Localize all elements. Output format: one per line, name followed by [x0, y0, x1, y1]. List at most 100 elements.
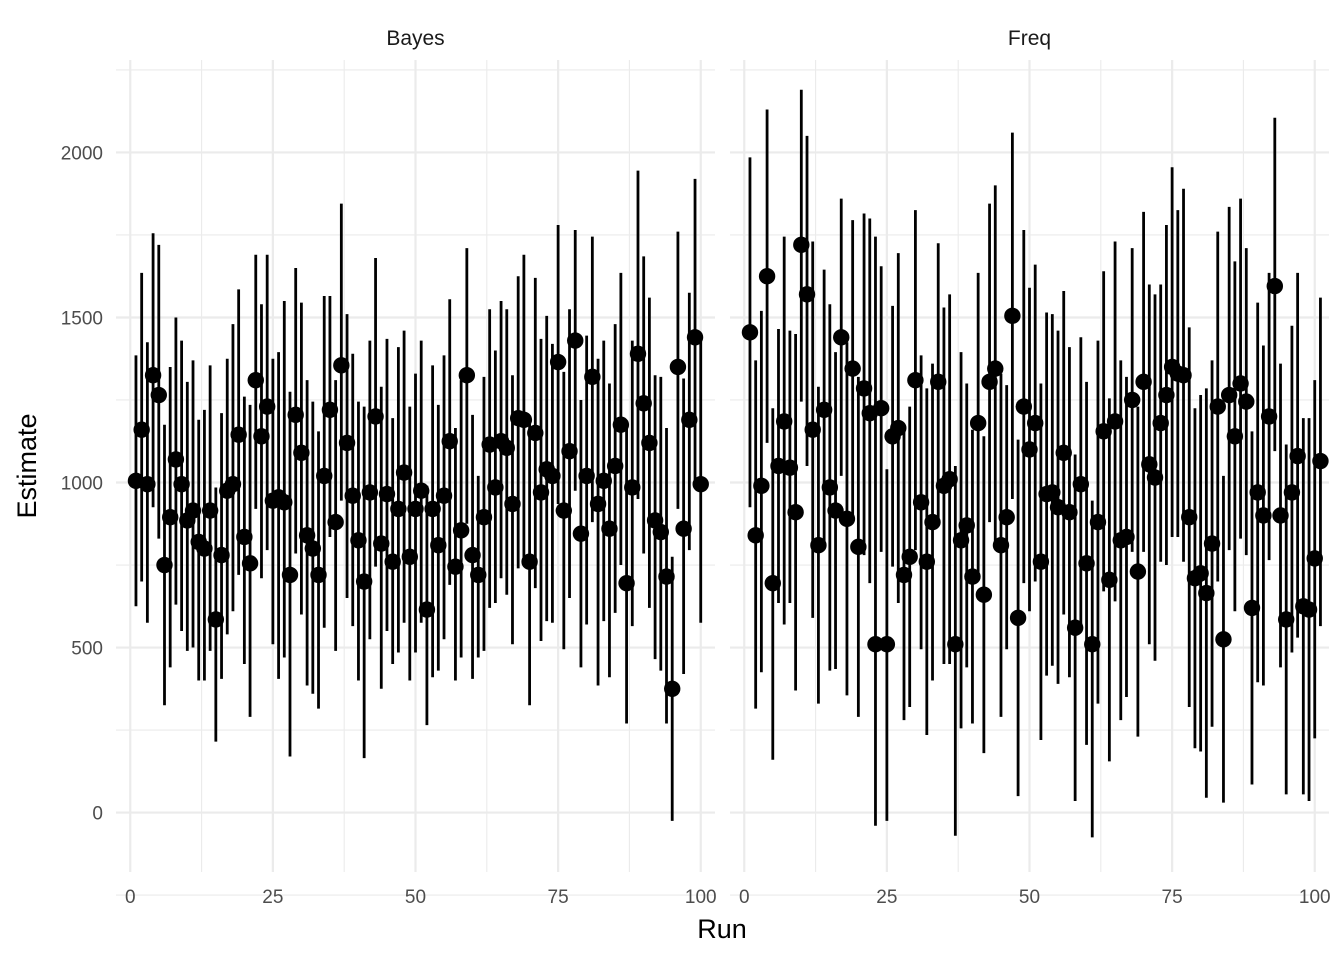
estimate-point-bayes — [452, 522, 470, 539]
estimate-point-freq — [992, 537, 1010, 554]
estimate-point-freq — [1283, 484, 1301, 501]
estimate-point-bayes — [316, 467, 333, 485]
estimate-point-freq — [1175, 367, 1192, 384]
estimate-point-freq — [1009, 609, 1027, 627]
estimate-point-bayes — [355, 573, 373, 590]
estimate-point-freq — [1101, 571, 1118, 589]
estimate-point-bayes — [549, 353, 567, 371]
estimate-point-bayes — [344, 487, 361, 504]
x-tick-labels-freq: 0 25 50 75 100 — [739, 887, 1331, 908]
estimate-point-freq — [1215, 631, 1232, 648]
estimate-point-freq — [764, 574, 781, 592]
estimate-point-freq — [1249, 484, 1266, 501]
estimate-point-freq — [1135, 373, 1152, 391]
estimate-point-freq — [1044, 484, 1061, 501]
estimate-point-freq — [1243, 599, 1261, 617]
estimate-point-freq — [958, 517, 975, 534]
estimate-point-freq — [1266, 277, 1284, 295]
x-tick-label: 75 — [1162, 887, 1183, 908]
estimate-point-freq — [1152, 414, 1169, 432]
estimate-point-bayes — [213, 546, 230, 564]
estimate-point-bayes — [298, 527, 316, 544]
estimate-point-freq — [833, 329, 850, 346]
estimate-point-bayes — [487, 479, 504, 496]
estimate-point-freq — [918, 553, 936, 570]
estimate-point-bayes — [675, 520, 692, 537]
estimate-point-freq — [1089, 513, 1107, 531]
estimate-point-freq — [787, 504, 804, 521]
x-tick-label: 0 — [739, 887, 750, 908]
estimate-point-bayes — [652, 523, 670, 541]
estimate-point-bayes — [373, 535, 390, 552]
estimate-point-bayes — [207, 611, 225, 628]
estimate-point-freq — [895, 566, 913, 584]
estimate-point-freq — [1141, 456, 1158, 473]
estimate-point-bayes — [384, 553, 401, 570]
estimate-point-bayes — [293, 444, 310, 461]
estimate-point-bayes — [664, 680, 681, 698]
estimate-point-bayes — [601, 520, 618, 537]
y-tick-label: 2000 — [61, 143, 103, 164]
estimate-point-bayes — [253, 428, 270, 445]
estimate-point-bayes — [504, 495, 521, 513]
estimate-point-bayes — [635, 395, 652, 412]
estimate-point-bayes — [686, 329, 704, 346]
marks-freq — [741, 89, 1329, 838]
estimate-point-freq — [1129, 563, 1147, 580]
estimate-point-bayes — [544, 467, 561, 485]
estimate-point-bayes — [458, 367, 476, 384]
estimate-point-bayes — [464, 546, 481, 564]
estimate-point-freq — [798, 286, 816, 303]
estimate-point-bayes — [572, 525, 590, 542]
estimate-point-bayes — [378, 485, 396, 503]
estimate-point-bayes — [578, 467, 595, 485]
estimate-point-freq — [890, 419, 907, 437]
facet-freq: Freq 0 25 50 75 100 — [730, 27, 1331, 908]
estimate-point-freq — [907, 371, 924, 389]
estimate-point-bayes — [224, 475, 242, 493]
estimate-point-bayes — [196, 540, 213, 557]
estimate-point-freq — [1146, 469, 1164, 486]
estimate-point-freq — [1084, 636, 1101, 653]
estimate-point-bayes — [236, 528, 253, 546]
estimate-point-bayes — [567, 332, 584, 349]
estimate-point-bayes — [401, 548, 418, 565]
estimate-point-freq — [1072, 475, 1090, 493]
estimate-point-freq — [1260, 408, 1278, 425]
estimate-point-freq — [1066, 619, 1084, 636]
estimate-point-bayes — [338, 434, 356, 452]
estimate-point-bayes — [430, 537, 447, 554]
estimate-point-freq — [741, 324, 759, 341]
estimate-point-bayes — [424, 500, 441, 518]
estimate-point-freq — [1015, 398, 1032, 415]
estimate-point-bayes — [230, 426, 247, 443]
estimate-point-freq — [952, 532, 970, 549]
estimate-point-freq — [878, 636, 896, 653]
estimate-point-freq — [901, 548, 918, 565]
y-axis-title: Estimate — [12, 413, 42, 518]
estimate-point-bayes — [258, 398, 276, 415]
estimate-point-bayes — [327, 513, 344, 531]
estimate-point-freq — [850, 538, 867, 556]
estimate-point-bayes — [133, 421, 150, 438]
estimate-point-freq — [1255, 507, 1272, 524]
estimate-point-freq — [1192, 565, 1209, 582]
estimate-point-bayes — [561, 442, 578, 460]
estimate-point-bayes — [161, 508, 179, 526]
estimate-point-bayes — [150, 386, 167, 404]
estimate-point-bayes — [532, 484, 550, 501]
estimate-point-freq — [941, 471, 958, 488]
estimate-point-freq — [1312, 452, 1329, 470]
estimate-point-freq — [804, 421, 821, 438]
estimate-point-freq — [1226, 428, 1244, 445]
estimate-point-freq — [844, 360, 861, 377]
y-tick-label: 500 — [71, 639, 103, 660]
estimate-point-freq — [1289, 447, 1306, 465]
estimate-point-bayes — [589, 495, 607, 513]
estimate-point-bayes — [390, 500, 407, 518]
estimate-point-bayes — [407, 500, 424, 518]
marks-bayes — [127, 170, 709, 821]
estimate-point-freq — [1021, 441, 1038, 458]
estimate-point-bayes — [350, 532, 367, 549]
